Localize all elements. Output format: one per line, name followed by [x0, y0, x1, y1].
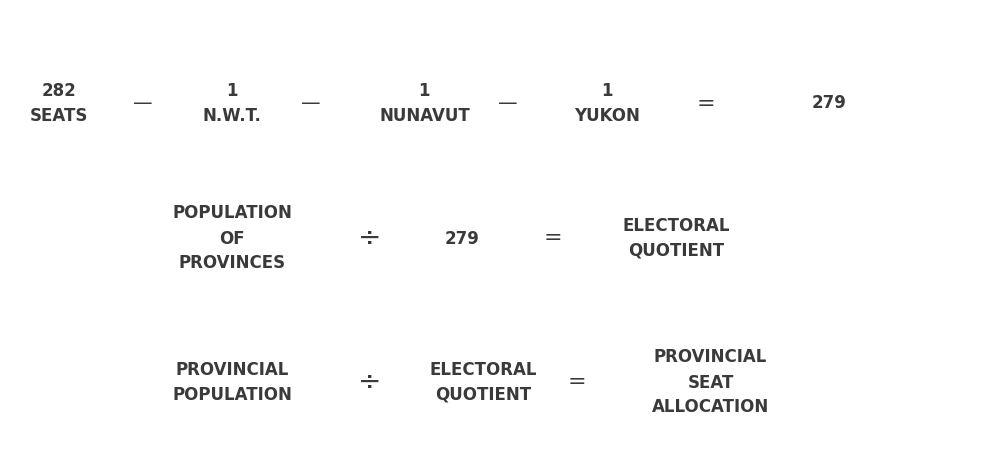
Text: ÷: ÷ — [358, 369, 382, 396]
Text: —: — — [498, 94, 518, 113]
Text: —: — — [133, 94, 153, 113]
Text: PROVINCIAL
SEAT
ALLOCATION: PROVINCIAL SEAT ALLOCATION — [652, 348, 768, 417]
Text: ÷: ÷ — [358, 225, 382, 252]
Text: =: = — [696, 94, 714, 113]
Text: 1
N.W.T.: 1 N.W.T. — [202, 82, 261, 125]
Text: =: = — [568, 373, 586, 392]
Text: POPULATION
OF
PROVINCES: POPULATION OF PROVINCES — [172, 204, 292, 273]
Text: 1
NUNAVUT: 1 NUNAVUT — [379, 82, 469, 125]
Text: ELECTORAL
QUOTIENT: ELECTORAL QUOTIENT — [430, 361, 536, 404]
Text: PROVINCIAL
POPULATION: PROVINCIAL POPULATION — [172, 361, 292, 404]
Text: —: — — [301, 94, 320, 113]
Text: 279: 279 — [810, 94, 846, 112]
Text: 1
YUKON: 1 YUKON — [574, 82, 639, 125]
Text: =: = — [543, 229, 561, 248]
Text: ELECTORAL
QUOTIENT: ELECTORAL QUOTIENT — [622, 217, 729, 260]
Text: 282
SEATS: 282 SEATS — [30, 82, 89, 125]
Text: 279: 279 — [444, 230, 479, 248]
